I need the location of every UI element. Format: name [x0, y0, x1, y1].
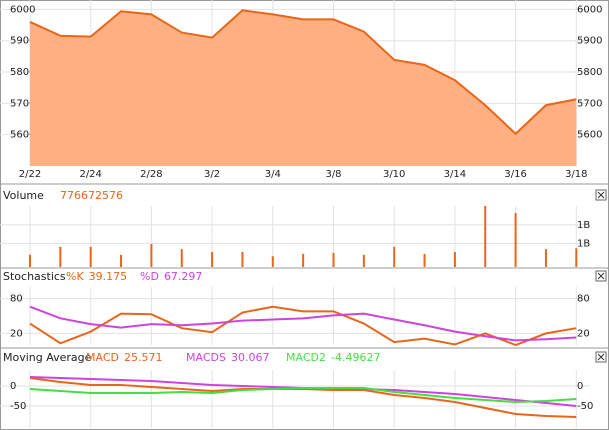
y-tick-label: 5800: [577, 67, 602, 78]
y-tick-label: 5600: [577, 130, 602, 141]
readout-value: 30.067: [231, 351, 270, 364]
readout-label: MACDS: [186, 351, 226, 364]
readout: 776672576: [60, 189, 123, 202]
x-tick-label: 3/8: [325, 169, 341, 180]
x-tick-label: 3/14: [444, 169, 466, 180]
y-tick-label: 5700: [10, 98, 35, 109]
volume-bar: [211, 251, 214, 267]
y-tick-label: 5600: [10, 130, 35, 141]
readout-label: MACD: [86, 351, 119, 364]
y-tick-label: 6000: [577, 4, 602, 15]
y-tick-label: 80: [577, 294, 590, 305]
readout: MACD2 -4.49627: [286, 351, 380, 364]
volume-bar: [89, 246, 92, 267]
x-tick-label: 2/24: [79, 169, 101, 180]
readout-value: 776672576: [60, 189, 123, 202]
indicator-line: [29, 305, 577, 347]
volume-bar: [150, 244, 153, 267]
y-tick-label: 5700: [577, 98, 602, 109]
readout: MACDS 30.067: [186, 351, 269, 364]
readout: %D 67.297: [140, 270, 202, 283]
close-icon: [597, 353, 605, 361]
volume-bar: [29, 254, 31, 267]
y-tick-label: 80: [10, 294, 23, 305]
readout-label: MACD2: [286, 351, 326, 364]
volume-bar: [575, 248, 578, 267]
y-tick-label: 20: [577, 328, 590, 339]
panel: 5600 5600 5700 5700 5800 5800 5900 5900 6000 6000…: [0, 0, 602, 180]
volume-bar: [120, 254, 123, 267]
readout-value: 25.571: [124, 351, 163, 364]
close-icon: [597, 191, 605, 199]
volume-bar: [393, 246, 396, 267]
volume-bar: [180, 249, 183, 267]
readout: %K 39.175: [66, 270, 127, 283]
x-tick-label: 3/10: [383, 169, 405, 180]
y-tick-label: 0: [10, 381, 16, 392]
readout-label: %D: [140, 270, 159, 283]
x-tick-label: 2/28: [140, 169, 162, 180]
volume-bar: [241, 251, 244, 267]
panel: 20 20 80 80 Stochastics %K 39.175 %D 67.297: [0, 270, 607, 347]
y-tick-label: -50: [577, 401, 593, 412]
readout-label: %K: [66, 270, 84, 283]
x-tick-label: 3/16: [504, 169, 526, 180]
indicator-line: [29, 387, 577, 404]
readout-value: 39.175: [89, 270, 128, 283]
x-tick-label: 3/2: [204, 169, 220, 180]
y-tick-label: 5800: [10, 67, 35, 78]
volume-bar: [453, 251, 456, 267]
y-tick-label: 1B: [577, 239, 590, 250]
panel: 1B 1B Volume 776672576: [0, 189, 607, 267]
panel-title: Stochastics: [3, 270, 66, 283]
y-tick-label: 1B: [577, 220, 590, 231]
close-icon: [597, 272, 605, 280]
y-tick-label: -50: [10, 401, 26, 412]
price-line: [29, 9, 577, 136]
x-tick-label: 2/22: [19, 169, 41, 180]
y-tick-label: 20: [10, 328, 23, 339]
readout: MACD 25.571: [86, 351, 162, 364]
volume-bar: [514, 213, 517, 267]
y-tick-label: 6000: [10, 4, 35, 15]
volume-bar: [302, 253, 305, 267]
volume-bar: [332, 252, 335, 267]
panel-title: Volume: [3, 189, 44, 202]
price-area: [30, 10, 577, 167]
readout-value: 67.297: [164, 270, 203, 283]
volume-bar: [484, 206, 487, 267]
x-tick-label: 3/4: [265, 169, 281, 180]
y-tick-label: 0: [577, 381, 583, 392]
volume-bar: [423, 253, 426, 267]
x-tick-label: 3/18: [565, 169, 587, 180]
volume-bar: [544, 249, 547, 267]
y-tick-label: 5900: [577, 36, 602, 47]
y-tick-label: 5900: [10, 36, 35, 47]
volume-bar: [362, 254, 365, 267]
volume-bar: [271, 256, 274, 267]
readout-value: -4.49627: [331, 351, 380, 364]
panel-title: Moving Average: [3, 351, 92, 364]
volume-bar: [59, 246, 62, 267]
indicator-line: [29, 305, 577, 342]
